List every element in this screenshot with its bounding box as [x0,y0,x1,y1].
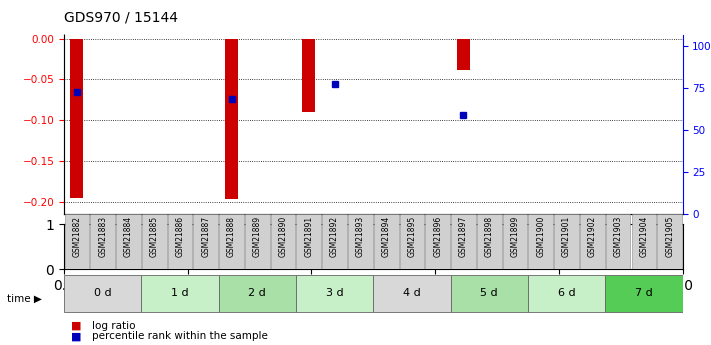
Text: ■: ■ [71,332,82,341]
Bar [219,275,296,312]
Text: GSM21890: GSM21890 [279,216,287,257]
Bar [141,275,218,312]
Text: GSM21892: GSM21892 [330,216,339,257]
Text: 4 d: 4 d [403,288,421,298]
Text: GSM21886: GSM21886 [176,216,184,257]
FancyBboxPatch shape [631,215,656,268]
Text: GDS970 / 15144: GDS970 / 15144 [64,10,178,24]
FancyBboxPatch shape [425,215,450,268]
Text: 3 d: 3 d [326,288,343,298]
Text: GSM21900: GSM21900 [536,216,545,257]
Text: GSM21887: GSM21887 [201,216,210,257]
Bar [64,275,141,312]
Bar [451,275,528,312]
Text: GSM21894: GSM21894 [382,216,390,257]
FancyBboxPatch shape [606,215,631,268]
Text: 0 d: 0 d [94,288,112,298]
Text: 6 d: 6 d [557,288,575,298]
Bar [605,275,683,312]
Bar [457,39,470,70]
Text: GSM21897: GSM21897 [459,216,468,257]
Text: GSM21893: GSM21893 [356,216,365,257]
Text: GSM21889: GSM21889 [253,216,262,257]
FancyBboxPatch shape [348,215,373,268]
Text: 5 d: 5 d [481,288,498,298]
FancyBboxPatch shape [477,215,502,268]
Bar [225,39,238,199]
FancyBboxPatch shape [374,215,399,268]
Text: GSM21885: GSM21885 [150,216,159,257]
FancyBboxPatch shape [580,215,605,268]
FancyBboxPatch shape [219,215,244,268]
Text: GSM21883: GSM21883 [98,216,107,257]
Text: ■: ■ [71,321,82,331]
Text: GSM21901: GSM21901 [562,216,571,257]
Text: 7 d: 7 d [635,288,653,298]
Text: time ▶: time ▶ [7,294,42,303]
Text: GSM21891: GSM21891 [304,216,314,257]
FancyBboxPatch shape [400,215,424,268]
FancyBboxPatch shape [168,215,193,268]
FancyBboxPatch shape [657,215,682,268]
Text: GSM21884: GSM21884 [124,216,133,257]
FancyBboxPatch shape [245,215,269,268]
Text: GSM21899: GSM21899 [510,216,520,257]
FancyBboxPatch shape [322,215,347,268]
Text: log ratio: log ratio [92,321,136,331]
Text: GSM21903: GSM21903 [614,216,623,257]
Text: GSM21905: GSM21905 [665,216,674,257]
Text: percentile rank within the sample: percentile rank within the sample [92,332,268,341]
Text: GSM21888: GSM21888 [227,216,236,257]
Text: GSM21904: GSM21904 [639,216,648,257]
FancyBboxPatch shape [116,215,141,268]
Bar [70,39,83,198]
Bar [302,39,315,112]
Text: GSM21896: GSM21896 [433,216,442,257]
Text: GSM21898: GSM21898 [485,216,493,257]
FancyBboxPatch shape [193,215,218,268]
Text: GSM21895: GSM21895 [407,216,417,257]
Bar [296,275,373,312]
FancyBboxPatch shape [503,215,528,268]
Text: 1 d: 1 d [171,288,189,298]
FancyBboxPatch shape [528,215,553,268]
Text: GSM21882: GSM21882 [73,216,81,257]
Text: 2 d: 2 d [248,288,266,298]
Bar [528,275,605,312]
FancyBboxPatch shape [271,215,296,268]
FancyBboxPatch shape [451,215,476,268]
FancyBboxPatch shape [554,215,579,268]
FancyBboxPatch shape [296,215,321,268]
FancyBboxPatch shape [90,215,115,268]
FancyBboxPatch shape [65,215,90,268]
Bar [373,275,451,312]
Text: GSM21902: GSM21902 [588,216,597,257]
FancyBboxPatch shape [141,215,166,268]
